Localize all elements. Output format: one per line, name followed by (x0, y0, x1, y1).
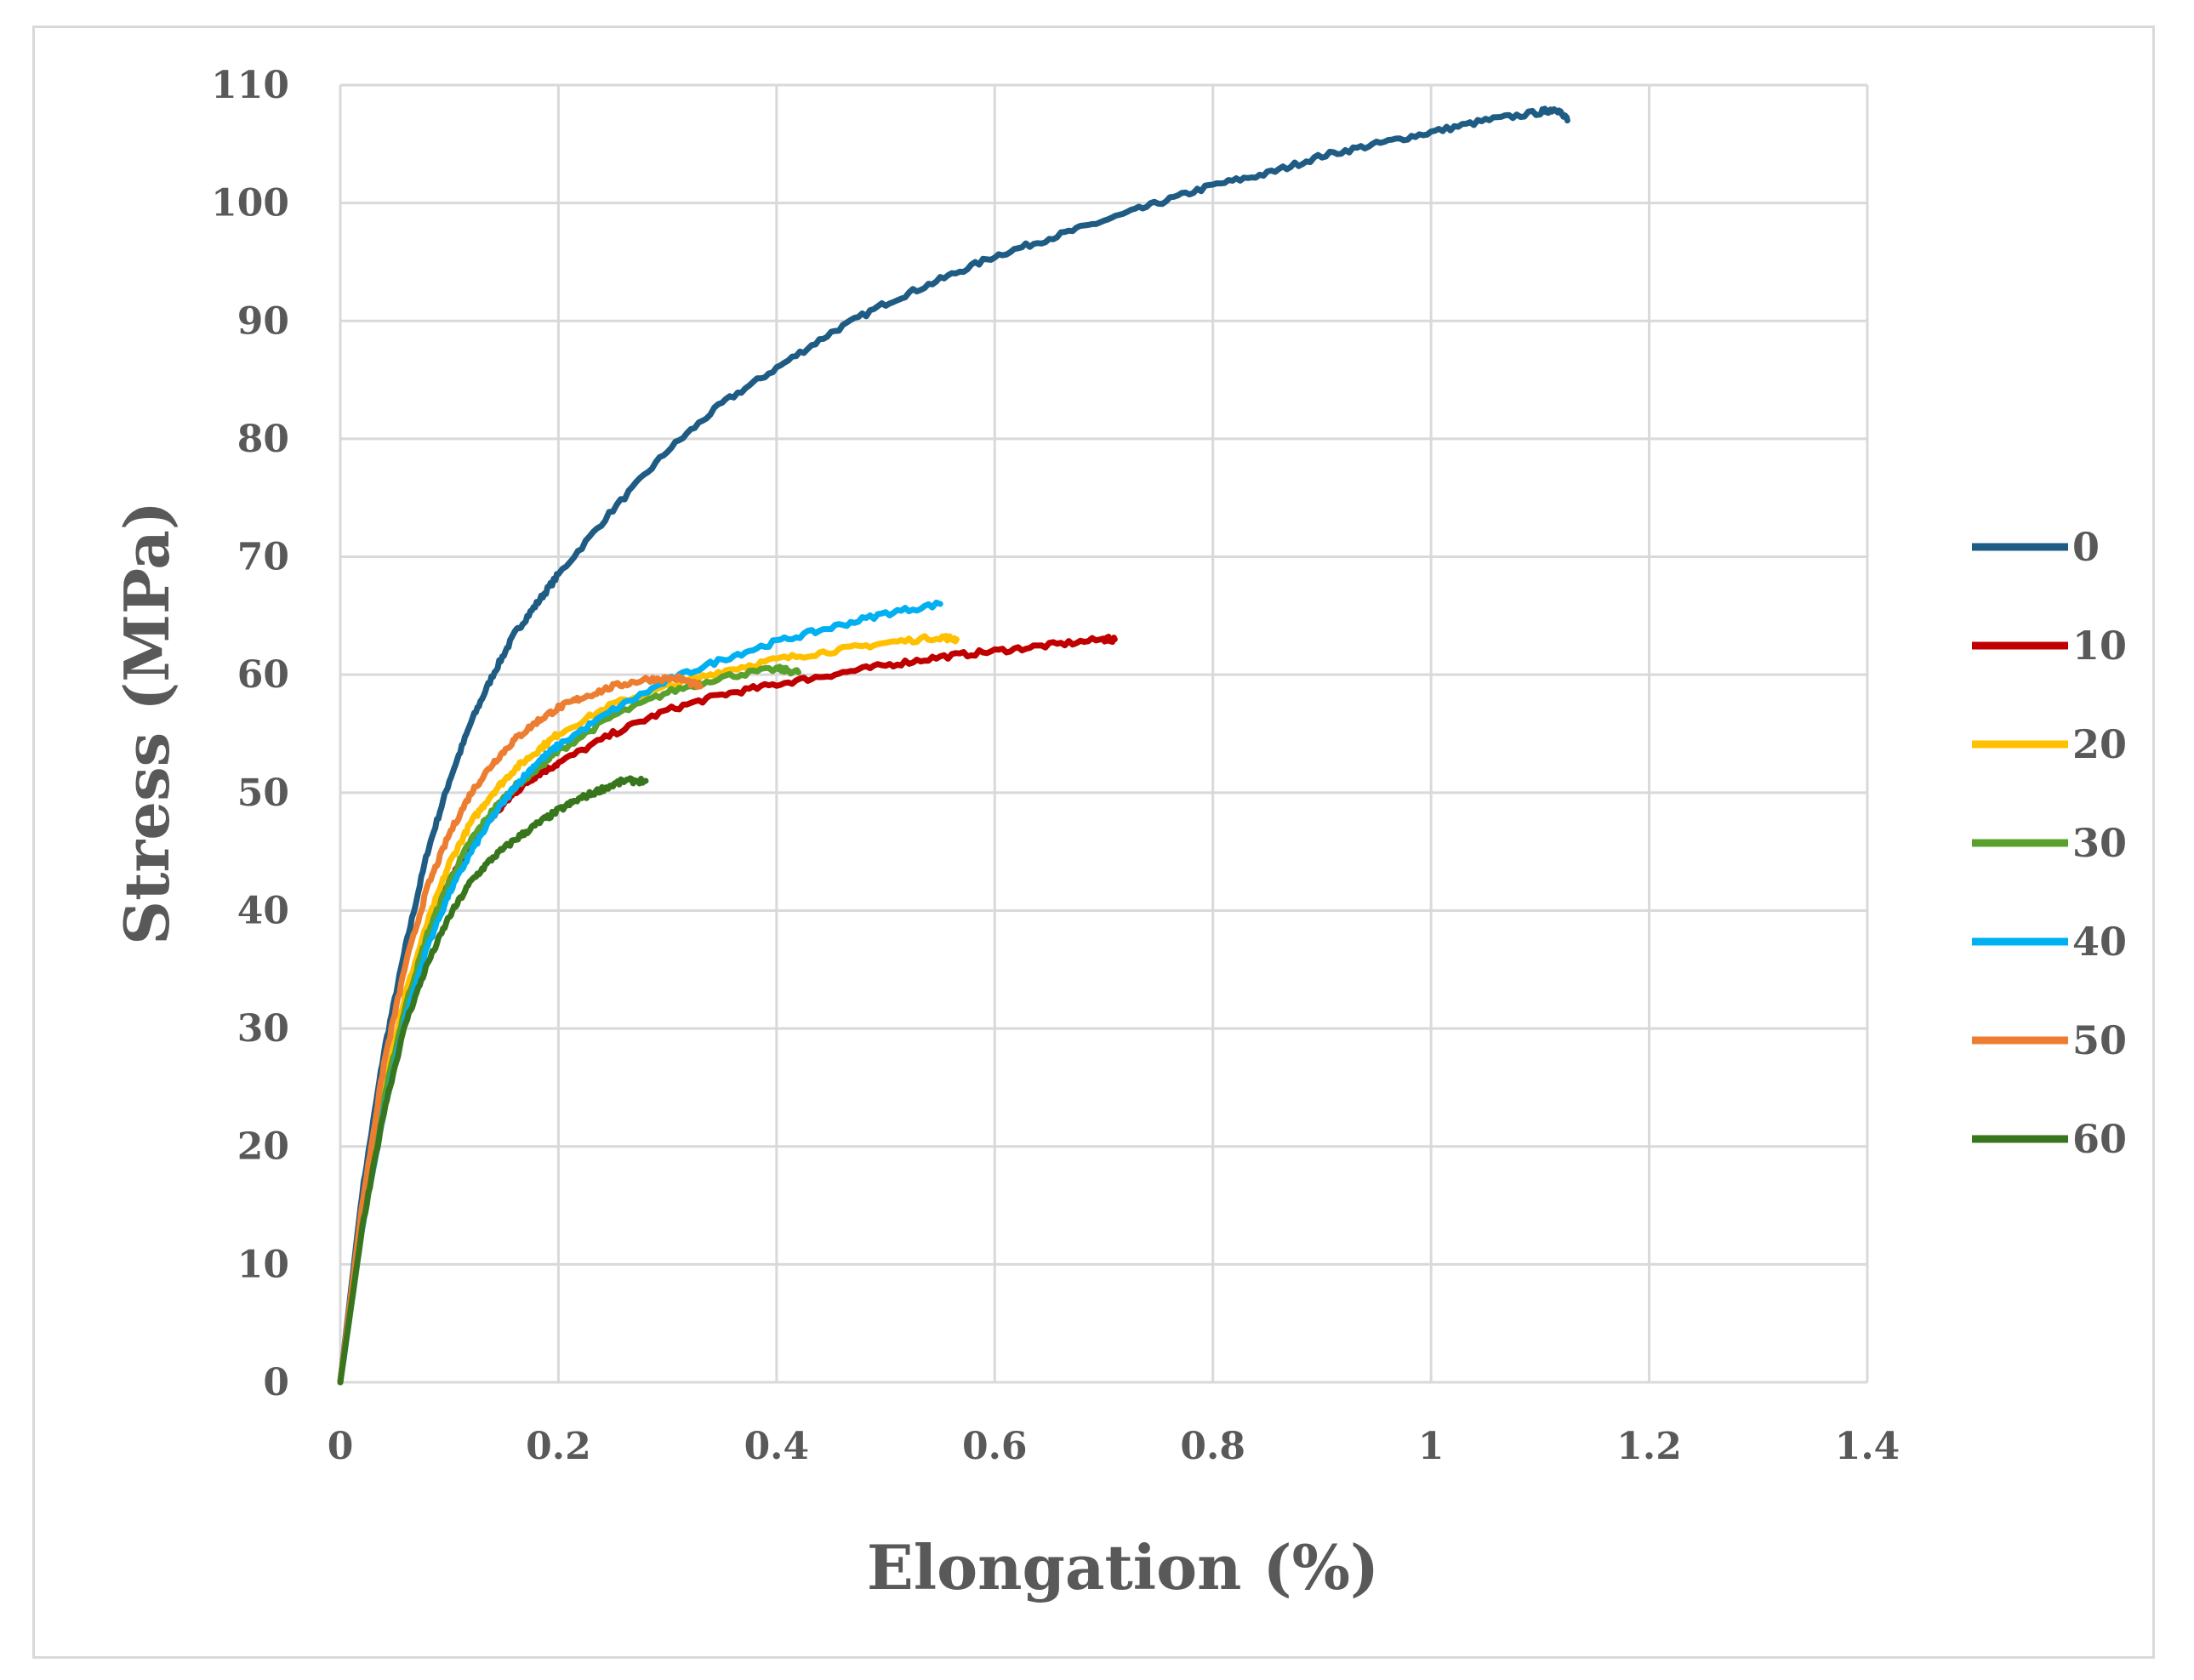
legend-label-20: 20 (2072, 721, 2127, 767)
x-tick-label: 1.4 (1835, 1425, 1901, 1468)
series-line-10 (337, 634, 1118, 1386)
x-tick-label: 0 (328, 1425, 354, 1468)
x-tick-label: 1.2 (1616, 1425, 1682, 1468)
series-line-60 (337, 775, 649, 1386)
chart-frame (32, 26, 2155, 1659)
y-axis-title: Stress (MPa) (111, 501, 183, 945)
legend: 0 10 20 30 40 50 60 (1972, 524, 2127, 1162)
y-tick-label: 50 (237, 772, 289, 815)
legend-label-60: 60 (2072, 1116, 2127, 1162)
x-tick-label: 0.6 (962, 1425, 1028, 1468)
x-tick-label: 1 (1418, 1425, 1445, 1468)
y-tick-label: 10 (237, 1243, 289, 1286)
legend-label-0: 0 (2072, 524, 2100, 570)
series-line-0 (337, 105, 1570, 1386)
x-tick-labels: 0 0.2 0.4 0.6 0.8 1 1.2 1.4 (328, 1425, 1901, 1468)
series-lines (337, 105, 1570, 1386)
legend-label-10: 10 (2072, 623, 2127, 669)
y-tick-label: 100 (211, 182, 289, 225)
x-tick-label: 0.8 (1180, 1425, 1245, 1468)
y-tick-label: 30 (237, 1007, 289, 1051)
grid (339, 83, 1869, 1384)
legend-label-50: 50 (2072, 1017, 2127, 1063)
y-tick-label: 0 (263, 1361, 289, 1404)
series-line-50 (337, 673, 704, 1386)
y-tick-label: 70 (237, 536, 289, 579)
legend-label-30: 30 (2072, 820, 2127, 866)
x-tick-label: 0.4 (744, 1425, 810, 1468)
legend-label-40: 40 (2072, 919, 2127, 965)
y-tick-label: 90 (237, 299, 289, 343)
y-tick-label: 110 (211, 64, 289, 107)
series-line-30 (337, 663, 801, 1386)
y-tick-label: 60 (237, 653, 289, 697)
x-tick-label: 0.2 (526, 1425, 591, 1468)
y-tick-labels: 0 10 20 30 40 50 60 70 80 90 100 110 (211, 64, 289, 1404)
x-axis-title: Elongation (%) (867, 1531, 1379, 1603)
y-tick-label: 20 (237, 1125, 289, 1169)
series-line-20 (337, 633, 960, 1386)
y-tick-label: 40 (237, 889, 289, 932)
y-tick-label: 80 (237, 418, 289, 461)
